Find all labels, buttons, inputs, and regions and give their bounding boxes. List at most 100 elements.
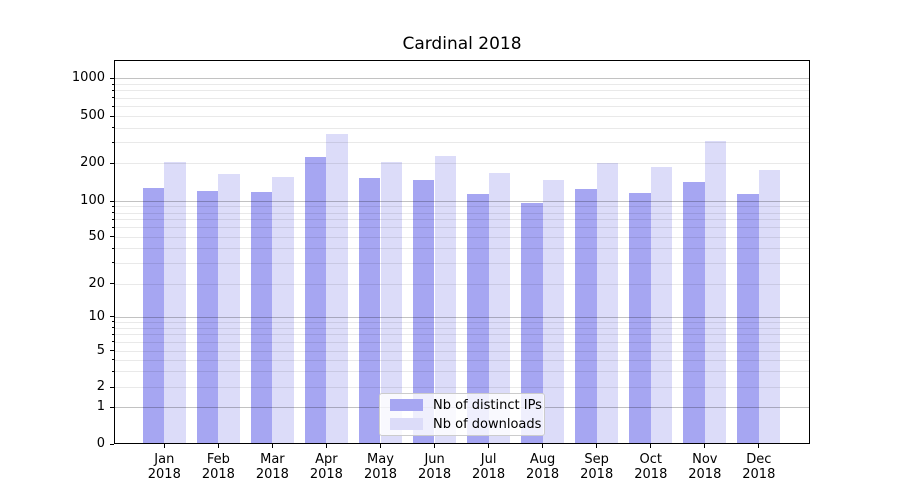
y-tick bbox=[110, 200, 114, 202]
y-tick-label: 200 bbox=[80, 155, 105, 171]
y-gridline-major bbox=[114, 78, 810, 80]
y-gridline-minor bbox=[114, 334, 810, 336]
y-tick-minor bbox=[111, 370, 114, 372]
bar-nb-of-downloads-jul bbox=[488, 173, 511, 444]
bar-nb-of-distinct-ips-jun bbox=[412, 180, 435, 444]
y-tick-minor bbox=[111, 127, 114, 128]
y-gridline-minor bbox=[114, 327, 810, 329]
x-tick-label-jul: Jul 2018 bbox=[472, 452, 506, 482]
y-tick-minor bbox=[111, 218, 114, 220]
y-gridline-minor bbox=[114, 163, 810, 165]
y-tick-minor bbox=[111, 359, 114, 361]
y-gridline-minor bbox=[114, 142, 810, 144]
y-tick-minor bbox=[111, 89, 114, 91]
y-tick-minor bbox=[111, 105, 114, 107]
y-tick-minor bbox=[111, 333, 114, 335]
x-tick-label-sep: Sep 2018 bbox=[580, 452, 614, 482]
y-gridline-minor bbox=[114, 127, 810, 129]
bar-nb-of-distinct-ips-feb bbox=[196, 191, 219, 444]
bar-nb-of-downloads-nov bbox=[704, 140, 727, 444]
y-tick-label: 0 bbox=[96, 436, 105, 451]
bar-nb-of-downloads-feb bbox=[218, 174, 240, 444]
bars-layer bbox=[114, 60, 810, 444]
y-tick bbox=[110, 443, 114, 445]
bar-nb-of-downloads-sep bbox=[596, 163, 619, 444]
grid-layer bbox=[114, 60, 810, 444]
y-gridline-major bbox=[114, 316, 810, 318]
x-tick-label-aug: Aug 2018 bbox=[526, 452, 560, 482]
bar-nb-of-downloads-dec bbox=[758, 170, 781, 444]
y-tick-minor bbox=[111, 205, 114, 207]
y-gridline-minor bbox=[114, 371, 810, 373]
legend-label-distinct-ips: Nb of distinct IPs bbox=[433, 397, 542, 413]
y-gridline-minor bbox=[114, 84, 810, 85]
x-tick-label-feb: Feb 2018 bbox=[201, 452, 235, 482]
y-gridline-minor bbox=[114, 227, 810, 229]
bar-nb-of-distinct-ips-jul bbox=[467, 193, 489, 444]
y-gridline-minor bbox=[114, 212, 810, 214]
y-tick bbox=[110, 406, 114, 408]
y-gridline-minor bbox=[114, 262, 810, 264]
y-tick-minor bbox=[111, 386, 114, 388]
x-tick bbox=[596, 444, 598, 448]
y-tick-minor bbox=[111, 341, 114, 343]
y-gridline-minor bbox=[114, 321, 810, 323]
y-gridline-minor bbox=[114, 236, 810, 238]
x-tick bbox=[271, 444, 273, 448]
x-tick bbox=[217, 444, 219, 448]
y-tick-minor bbox=[111, 226, 114, 228]
y-tick-label: 1000 bbox=[71, 70, 105, 86]
legend-label-downloads: Nb of downloads bbox=[433, 416, 542, 432]
y-gridline-minor bbox=[114, 341, 810, 343]
y-tick bbox=[110, 77, 114, 79]
y-gridline-minor bbox=[114, 206, 810, 208]
x-tick-label-may: May 2018 bbox=[363, 452, 398, 482]
x-tick bbox=[434, 444, 436, 448]
y-tick-minor bbox=[111, 212, 114, 213]
bar-nb-of-distinct-ips-dec bbox=[737, 193, 759, 444]
bar-nb-of-distinct-ips-mar bbox=[250, 192, 273, 444]
legend-swatch-downloads bbox=[390, 418, 423, 430]
chart-title: Cardinal 2018 bbox=[402, 34, 522, 54]
axes-frame bbox=[114, 60, 810, 444]
y-gridline-minor bbox=[114, 90, 810, 92]
x-tick bbox=[758, 444, 760, 448]
bar-nb-of-distinct-ips-apr bbox=[304, 157, 327, 444]
y-tick-minor bbox=[111, 262, 114, 264]
x-tick bbox=[704, 444, 706, 448]
y-tick-minor bbox=[111, 321, 114, 323]
bar-nb-of-downloads-jan bbox=[164, 162, 186, 444]
y-tick-label: 5 bbox=[96, 342, 105, 358]
y-gridline-minor bbox=[114, 387, 810, 389]
y-gridline-minor bbox=[114, 116, 810, 117]
x-tick-label-jan: Jan 2018 bbox=[147, 452, 181, 482]
y-tick-minor bbox=[111, 247, 114, 249]
y-tick-label: 20 bbox=[88, 275, 105, 291]
plot-area bbox=[114, 60, 810, 444]
x-tick-label-jun: Jun 2018 bbox=[418, 452, 452, 482]
bar-nb-of-downloads-may bbox=[380, 162, 403, 444]
y-gridline-minor bbox=[114, 106, 810, 108]
y-tick-minor bbox=[111, 236, 114, 238]
y-tick-label: 2 bbox=[96, 379, 105, 395]
x-tick-label-nov: Nov 2018 bbox=[688, 452, 722, 482]
y-gridline-minor bbox=[114, 219, 810, 221]
y-tick-minor bbox=[111, 141, 114, 143]
y-tick-label: 10 bbox=[88, 308, 105, 324]
y-gridline-major bbox=[114, 201, 810, 202]
y-tick-label: 50 bbox=[88, 228, 105, 244]
y-gridline-minor bbox=[114, 248, 810, 250]
y-gridline-minor bbox=[114, 359, 810, 361]
x-tick bbox=[650, 444, 652, 448]
y-tick-minor bbox=[111, 97, 114, 99]
y-gridline-minor bbox=[114, 97, 810, 99]
bar-nb-of-downloads-apr bbox=[326, 133, 348, 444]
legend-item-distinct-ips: Nb of distinct IPs bbox=[380, 398, 544, 413]
x-tick-label-mar: Mar 2018 bbox=[255, 452, 289, 482]
bar-nb-of-downloads-oct bbox=[650, 167, 673, 444]
bar-nb-of-distinct-ips-nov bbox=[683, 182, 705, 444]
bar-nb-of-distinct-ips-jan bbox=[142, 188, 165, 444]
x-tick bbox=[542, 444, 544, 448]
x-tick-label-dec: Dec 2018 bbox=[742, 452, 776, 482]
